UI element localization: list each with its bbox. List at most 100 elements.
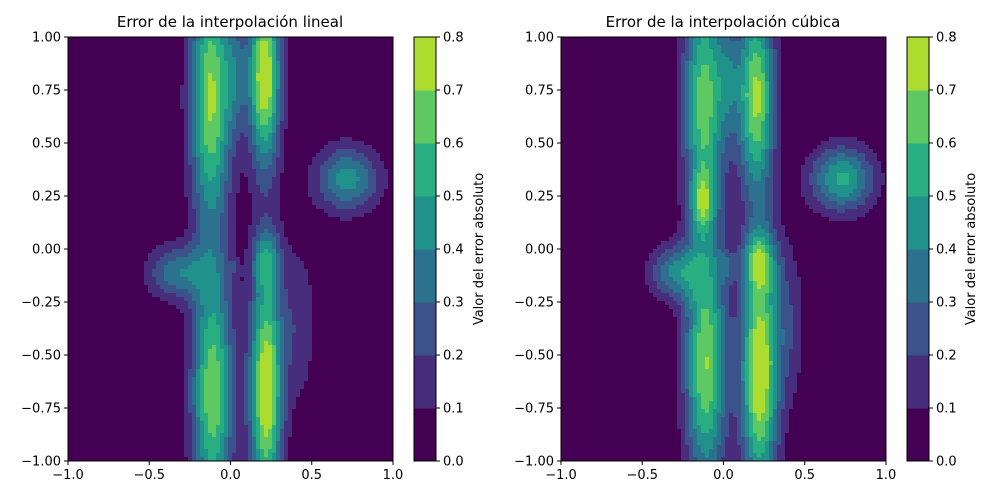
contour-cell: [200, 109, 205, 114]
contour-cell: [224, 69, 229, 74]
contour-cell: [356, 129, 361, 134]
contour-cell: [308, 253, 313, 258]
contour-cell: [256, 233, 261, 238]
contour-cell: [156, 233, 161, 238]
contour-cell: [348, 229, 353, 234]
contour-cell: [100, 269, 105, 274]
contour-cell: [384, 53, 389, 58]
contour-cell: [296, 277, 301, 282]
contour-cell: [116, 69, 121, 74]
contour-cell: [344, 57, 349, 62]
contour-cell: [284, 269, 289, 274]
contour-cell: [248, 141, 253, 146]
contour-cell: [268, 53, 273, 58]
contour-cell: [104, 185, 109, 190]
contour-cell: [352, 185, 357, 190]
contour-cell: [72, 121, 77, 126]
contour-cell: [132, 97, 137, 102]
contour-cell: [160, 49, 165, 54]
contour-cell: [160, 205, 165, 210]
contour-cell: [140, 173, 145, 178]
contour-cell: [224, 109, 229, 114]
contour-cell: [292, 181, 297, 186]
contour-cell: [80, 113, 85, 118]
contour-cell: [84, 245, 89, 250]
contour-cell: [228, 221, 233, 226]
contour-cell: [172, 213, 177, 218]
contour-cell: [276, 69, 281, 74]
contour-cell: [304, 153, 309, 158]
contour-cell: [236, 37, 241, 42]
contour-cell: [304, 81, 309, 86]
contour-cell: [360, 213, 365, 218]
contour-cell: [132, 145, 137, 150]
contour-cell: [232, 169, 237, 174]
contour-cell: [272, 181, 277, 186]
contour-cell: [368, 109, 373, 114]
contour-cell: [252, 129, 257, 134]
contour-cell: [196, 41, 201, 46]
contour-cell: [108, 113, 113, 118]
contour-cell: [304, 145, 309, 150]
contour-cell: [368, 217, 373, 222]
contour-cell: [356, 89, 361, 94]
contour-cell: [88, 57, 93, 62]
contour-cell: [340, 177, 345, 182]
contour-cell: [208, 109, 213, 114]
contour-cell: [276, 145, 281, 150]
contour-cell: [76, 157, 81, 162]
contour-cell: [136, 193, 141, 198]
contour-cell: [276, 105, 281, 110]
contour-cell: [72, 145, 77, 150]
contour-cell: [376, 157, 381, 162]
contour-cell: [228, 169, 233, 174]
contour-cell: [296, 193, 301, 198]
contour-cell: [156, 169, 161, 174]
contour-cell: [360, 205, 365, 210]
contour-cell: [256, 93, 261, 98]
contour-cell: [204, 237, 209, 242]
contour-cell: [280, 233, 285, 238]
contour-cell: [200, 173, 205, 178]
contour-cell: [272, 177, 277, 182]
contour-cell: [308, 185, 313, 190]
contour-cell: [336, 201, 341, 206]
contour-cell: [144, 209, 149, 214]
contour-cell: [360, 225, 365, 230]
contour-cell: [376, 85, 381, 90]
contour-cell: [312, 141, 317, 146]
contour-cell: [88, 221, 93, 226]
contour-cell: [112, 221, 117, 226]
contour-cell: [344, 177, 349, 182]
contour-cell: [196, 61, 201, 66]
contour-cell: [328, 77, 333, 82]
contour-cell: [248, 137, 253, 142]
contour-cell: [124, 65, 129, 70]
contour-cell: [216, 225, 221, 230]
contour-cell: [296, 181, 301, 186]
contour-cell: [148, 245, 153, 250]
contour-cell: [284, 245, 289, 250]
contour-cell: [384, 45, 389, 50]
contour-cell: [332, 153, 337, 158]
contour-cell: [388, 173, 393, 178]
contour-cell: [236, 121, 241, 126]
contour-cell: [320, 97, 325, 102]
contour-cell: [296, 233, 301, 238]
contour-cell: [312, 233, 317, 238]
contour-cell: [352, 193, 357, 198]
contour-cell: [156, 85, 161, 90]
contour-cell: [376, 65, 381, 70]
contour-cell: [88, 165, 93, 170]
contour-cell: [228, 57, 233, 62]
contour-cell: [108, 169, 113, 174]
contour-cell: [116, 121, 121, 126]
contour-cell: [224, 197, 229, 202]
contour-cell: [216, 109, 221, 114]
contour-cell: [244, 153, 249, 158]
contour-cell: [388, 77, 393, 82]
contour-cell: [204, 153, 209, 158]
contour-cell: [304, 225, 309, 230]
contour-cell: [120, 153, 125, 158]
contour-cell: [104, 73, 109, 78]
